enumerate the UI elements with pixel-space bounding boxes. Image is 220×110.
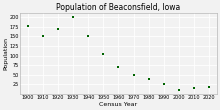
Point bbox=[177, 89, 181, 91]
Point bbox=[192, 87, 196, 89]
Y-axis label: Population: Population bbox=[4, 37, 9, 70]
Point bbox=[102, 53, 105, 55]
Point bbox=[147, 78, 150, 80]
Point bbox=[132, 74, 135, 76]
Point bbox=[56, 28, 60, 29]
Point bbox=[117, 66, 120, 68]
Title: Population of Beaconsfield, Iowa: Population of Beaconsfield, Iowa bbox=[56, 4, 181, 12]
Point bbox=[72, 16, 75, 18]
Point bbox=[26, 25, 30, 26]
Point bbox=[86, 35, 90, 37]
Point bbox=[41, 35, 45, 37]
Point bbox=[207, 86, 211, 88]
X-axis label: Census Year: Census Year bbox=[99, 102, 138, 106]
Point bbox=[162, 83, 165, 84]
